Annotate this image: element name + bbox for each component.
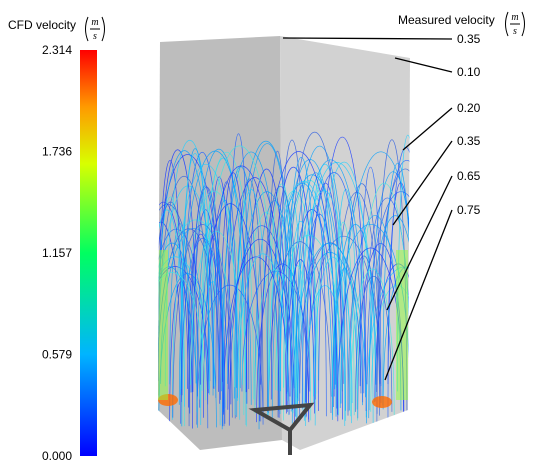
paren (86, 17, 89, 41)
measured-label: 0.35 (457, 32, 481, 46)
colorbar-tick-label: 2.314 (42, 43, 72, 57)
measured-label: 0.20 (457, 101, 481, 115)
colorbar-tick-label: 0.000 (42, 449, 72, 463)
measured-label: 0.35 (457, 134, 481, 148)
leader-line (283, 38, 452, 39)
wall-glow (158, 250, 168, 400)
measured-label: 0.10 (457, 65, 481, 79)
colorbar-tick-label: 1.736 (42, 145, 72, 159)
colorbar-tick-label: 1.157 (42, 246, 72, 260)
measured-title: Measured velocity (398, 13, 495, 27)
paren (522, 12, 525, 36)
leader-line (403, 108, 452, 150)
hot-spot (372, 396, 392, 408)
unit-numerator: m (511, 12, 518, 23)
colorbar-title: CFD velocity (8, 18, 76, 32)
paren (506, 12, 509, 36)
paren (102, 17, 105, 41)
colorbar (80, 50, 97, 456)
unit-numerator: m (91, 17, 98, 28)
figure: CFD velocity m s 2.314 1.736 1.157 0.579 0.0… (0, 0, 538, 464)
colorbar-tick-label: 0.579 (42, 348, 72, 362)
unit-denominator: s (93, 31, 97, 42)
unit-denominator: s (513, 26, 517, 37)
measured-label: 0.65 (457, 169, 481, 183)
measured-label: 0.75 (457, 203, 481, 217)
